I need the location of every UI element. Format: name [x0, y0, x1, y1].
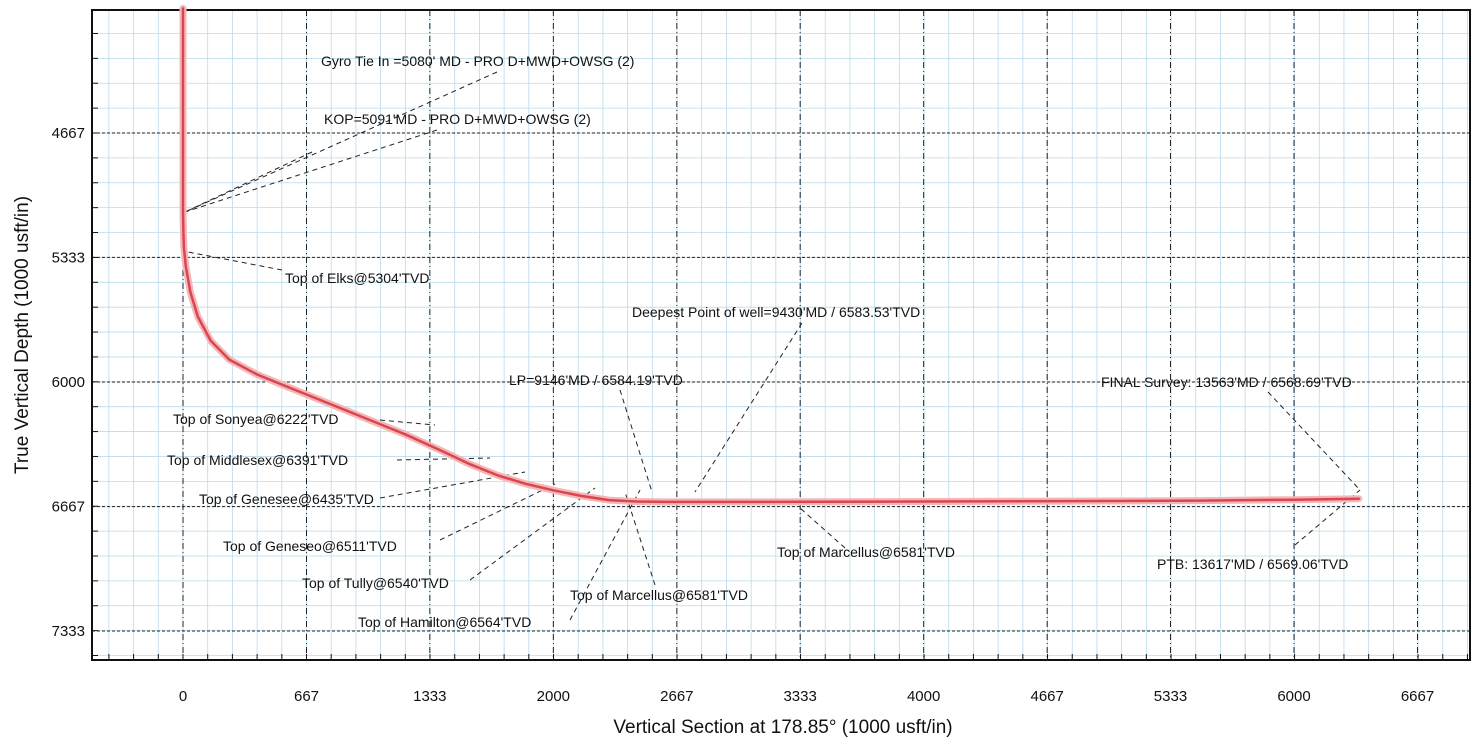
- annotation-top-sonyea: Top of Sonyea@6222'TVD: [173, 411, 339, 427]
- y-tick-label: 6667: [52, 499, 85, 516]
- grid: [92, 10, 1470, 660]
- annotation-gyro-tie-in: Gyro Tie In =5080' MD - PRO D+MWD+OWSG (…: [321, 53, 634, 69]
- y-axis-title: True Vertical Depth (1000 usft/in): [12, 196, 33, 474]
- x-tick-label: 6000: [1277, 688, 1310, 705]
- well-path-line: [181, 7, 1361, 504]
- leader-line: [396, 457, 491, 461]
- y-tick-label: 5333: [52, 249, 85, 266]
- leader-lines: [184, 71, 1361, 621]
- annotation-top-tully: Top of Tully@6540'TVD: [302, 575, 449, 591]
- x-axis-title: Vertical Section at 178.85° (1000 usft/i…: [613, 717, 952, 738]
- x-tick-label: 2000: [537, 688, 570, 705]
- annotation-top-elks: Top of Elks@5304'TVD: [285, 270, 430, 286]
- annotation-top-marcellus-left: Top of Marcellus@6581'TVD: [570, 587, 748, 603]
- x-tick-label: 4000: [907, 688, 940, 705]
- series-group: [179, 4, 1363, 506]
- x-tick-label: 5333: [1154, 688, 1187, 705]
- annotation-lp: LP=9146'MD / 6584.19'TVD: [509, 372, 683, 388]
- ticks: 0 667 1333 2000 2667 3333 4000 4667 5333 6000 6667…: [52, 32, 1468, 705]
- leader-line: [694, 322, 803, 493]
- y-tick-label: 4667: [52, 125, 85, 142]
- annotation-top-middlesex: Top of Middlesex@6391'TVD: [167, 452, 348, 468]
- x-tick-label: 3333: [783, 688, 816, 705]
- y-tick-label: 7333: [52, 623, 85, 640]
- leader-line: [184, 71, 498, 213]
- leader-line: [184, 129, 438, 213]
- annotation-kop: KOP=5091'MD - PRO D+MWD+OWSG (2): [324, 111, 591, 127]
- x-tick-label: 0: [179, 688, 187, 705]
- annotation-top-geneseo: Top of Geneseo@6511'TVD: [223, 538, 397, 554]
- x-tick-label: 1333: [413, 688, 446, 705]
- annotation-ptb: PTB: 13617'MD / 6569.06'TVD: [1157, 556, 1348, 572]
- x-tick-label: 6667: [1401, 688, 1434, 705]
- annotation-top-genesee: Top of Genesee@6435'TVD: [199, 491, 374, 507]
- annotation-deepest-point: Deepest Point of well=9430'MD / 6583.53'…: [632, 304, 920, 320]
- leader-line: [469, 487, 596, 581]
- leader-line: [187, 251, 283, 271]
- annotation-final-survey: FINAL Survey: 13563'MD / 6568.69'TVD: [1101, 374, 1352, 390]
- x-tick-label: 4667: [1030, 688, 1063, 705]
- leader-line: [799, 507, 846, 549]
- x-tick-label: 2667: [660, 688, 693, 705]
- annotation-top-marcellus-right: Top of Marcellus@6581'TVD: [777, 544, 955, 560]
- leader-line: [184, 151, 313, 213]
- leader-line: [379, 419, 436, 426]
- plot-frame: [91, 9, 1471, 661]
- leader-line: [1267, 391, 1361, 491]
- annotation-top-hamilton: Top of Hamilton@6564'TVD: [358, 614, 531, 630]
- y-tick-label: 6000: [52, 374, 85, 391]
- leader-line: [619, 389, 653, 493]
- leader-line: [379, 471, 526, 499]
- leader-line: [439, 483, 556, 541]
- leader-line: [569, 489, 641, 621]
- leader-line: [624, 491, 656, 586]
- x-tick-label: 667: [294, 688, 319, 705]
- well-path-glow: [179, 4, 1363, 506]
